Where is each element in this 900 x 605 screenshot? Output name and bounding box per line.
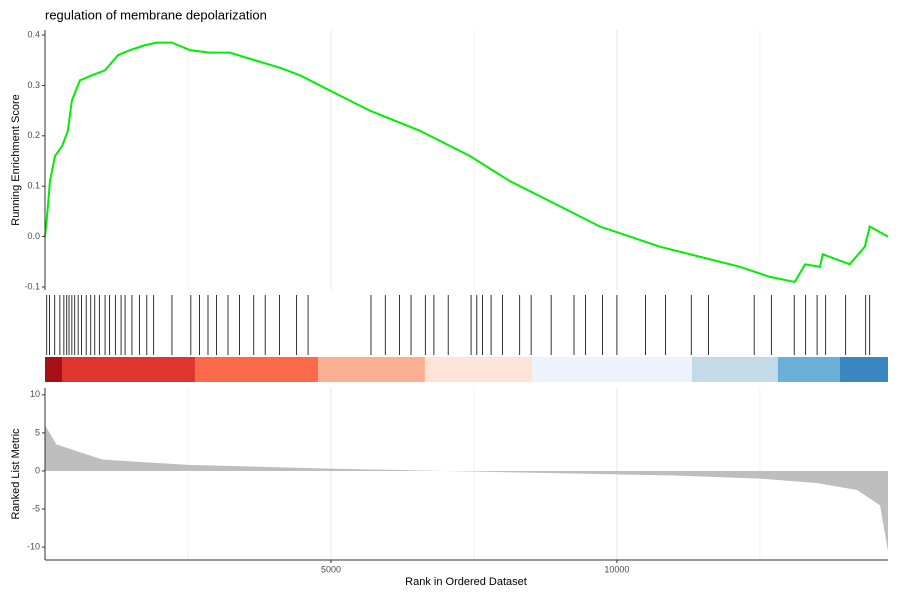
y-axis-label: Ranked List Metric: [10, 428, 22, 520]
rank-band: [317, 357, 425, 382]
y-tick-label: 0.2: [27, 130, 40, 140]
rank-band: [531, 357, 692, 382]
rank-band: [839, 357, 888, 382]
y-tick-label: 0: [35, 465, 40, 475]
rank-band: [777, 357, 840, 382]
x-tick-label: 10000: [604, 564, 629, 574]
y-tick-label: -0.1: [24, 281, 40, 291]
rank-band: [424, 357, 532, 382]
rank-band: [691, 357, 778, 382]
y-tick-label: 10: [30, 389, 40, 399]
y-tick-label: 0.4: [27, 29, 40, 39]
y-tick-label: 0.0: [27, 231, 40, 241]
chart-title: regulation of membrane depolarization: [45, 7, 267, 22]
x-tick-label: 5000: [321, 564, 341, 574]
y-tick-label: 0.1: [27, 181, 40, 191]
y-tick-label: 5: [35, 427, 40, 437]
y-axis-label: Running Enrichment Score: [10, 94, 22, 225]
x-axis-label: Rank in Ordered Dataset: [405, 576, 527, 588]
rank-band: [45, 357, 62, 382]
y-tick-label: -10: [27, 541, 40, 551]
y-tick-label: -5: [32, 503, 40, 513]
enrichment-line: [44, 41, 889, 284]
rank-band: [194, 357, 318, 382]
metric-area: [45, 425, 888, 551]
y-tick-label: 0.3: [27, 80, 40, 90]
rank-band: [61, 357, 195, 382]
